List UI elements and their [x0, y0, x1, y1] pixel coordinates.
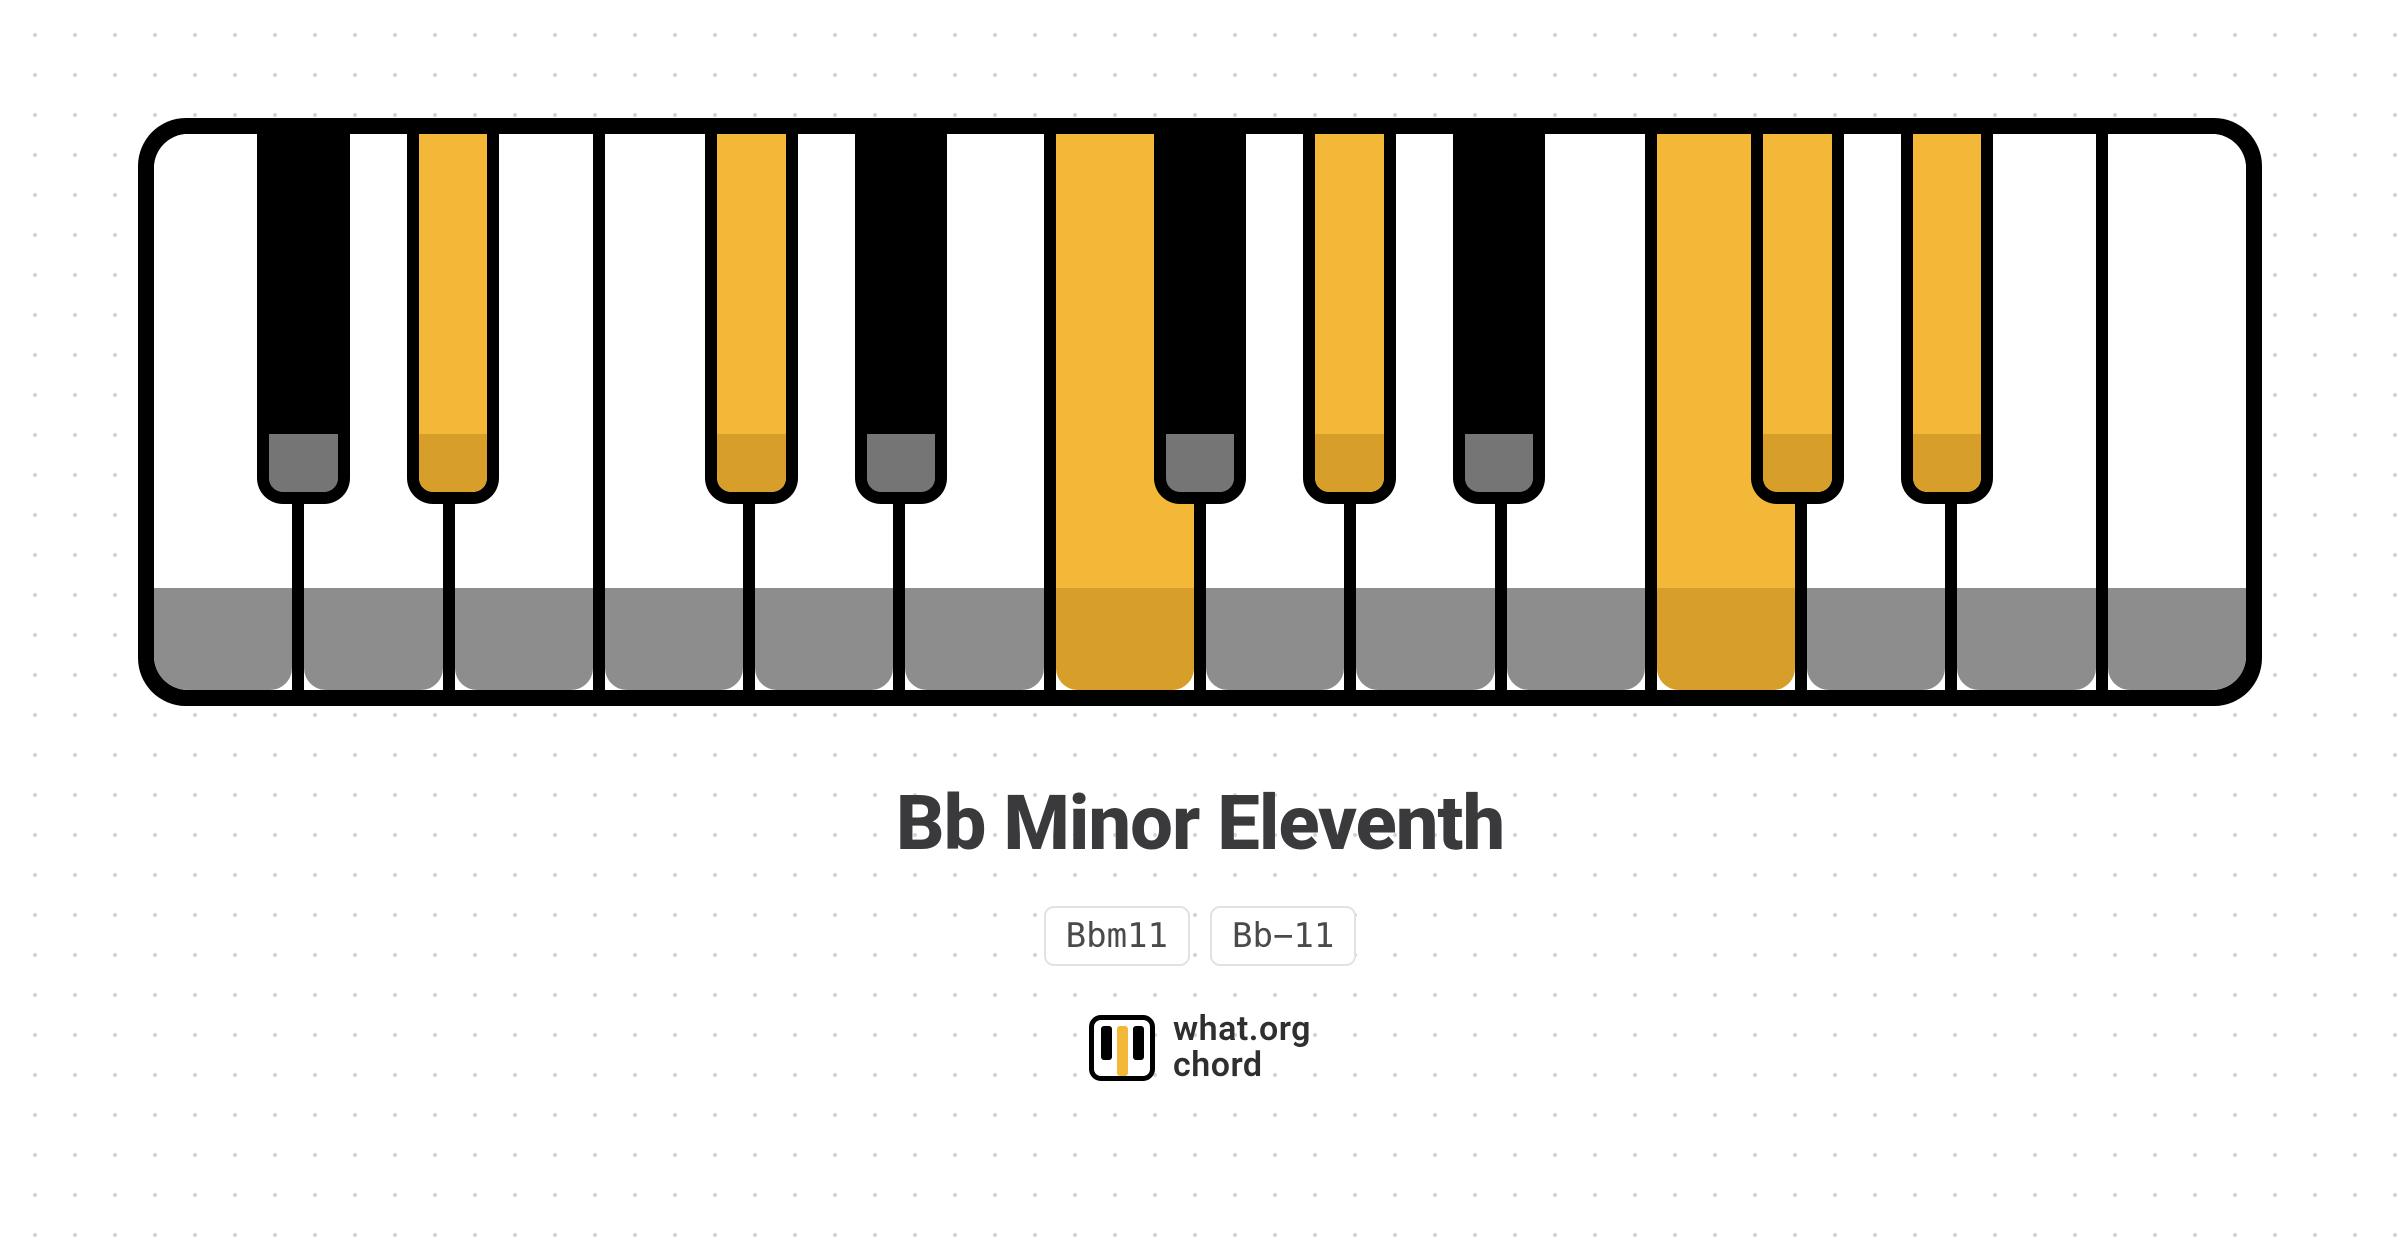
piano-keyboard-inner [154, 134, 2246, 690]
black-key[interactable] [407, 134, 500, 504]
black-key[interactable] [855, 134, 948, 504]
piano-keyboard [138, 118, 2262, 706]
black-key[interactable] [1901, 134, 1994, 504]
brand-line1: what.org [1173, 1009, 1311, 1049]
brand-line2: chord [1173, 1045, 1263, 1085]
black-key[interactable] [1453, 134, 1546, 504]
black-key[interactable] [705, 134, 798, 504]
brand-text: what.org chord [1173, 1012, 1311, 1083]
black-key[interactable] [1303, 134, 1396, 504]
white-key[interactable] [2108, 134, 2246, 690]
chord-chip: Bbm11 [1044, 906, 1190, 966]
chord-chip: Bb−11 [1210, 906, 1356, 966]
black-key[interactable] [1751, 134, 1844, 504]
brand: what.org chord [1089, 1012, 1311, 1083]
chord-title: Bb Minor Eleventh [896, 778, 1504, 868]
brand-icon [1089, 1015, 1155, 1081]
chord-chip-row: Bbm11 Bb−11 [1044, 906, 1357, 966]
black-key[interactable] [257, 134, 350, 504]
black-key[interactable] [1154, 134, 1247, 504]
